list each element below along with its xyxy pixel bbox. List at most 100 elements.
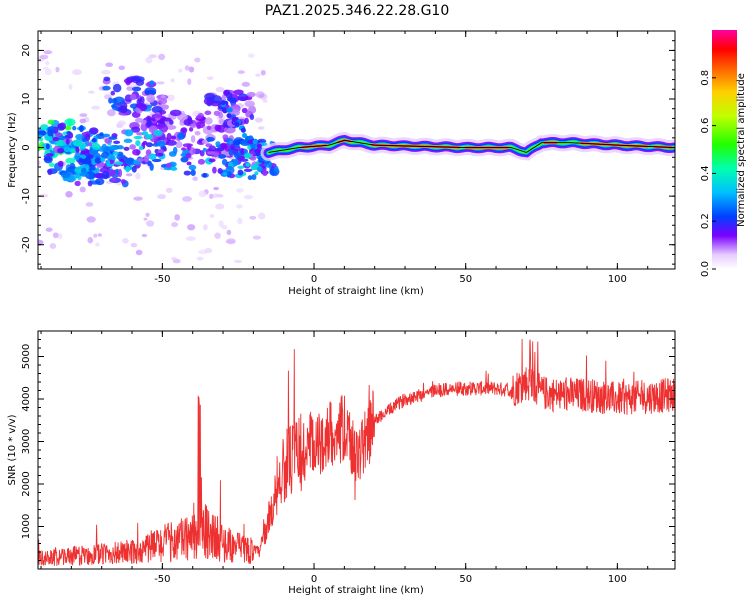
colorbar-tick-label: 0.6 bbox=[700, 118, 711, 134]
spectrogram-faint-blob bbox=[118, 65, 126, 71]
spectrogram-faint-blob bbox=[174, 214, 181, 221]
spectrogram-streak-blob bbox=[227, 107, 233, 113]
spectrogram-band-blob bbox=[106, 159, 111, 167]
spectrogram-x-axis-label: Height of straight line (km) bbox=[288, 286, 424, 297]
spectrogram-band-blob bbox=[43, 157, 53, 161]
spectrogram-frame bbox=[37, 30, 676, 270]
spectrogram-streak-blob bbox=[240, 127, 246, 133]
spectrogram-faint-blob bbox=[206, 76, 214, 80]
spectrogram-faint-blob bbox=[79, 186, 86, 193]
spectrogram-blob bbox=[110, 90, 116, 96]
spectrogram-band-blob bbox=[215, 141, 221, 147]
spectrogram-faint-blob bbox=[178, 68, 183, 73]
spectrogram-band-blob bbox=[98, 162, 105, 167]
spectrogram-streak-blob bbox=[242, 133, 248, 139]
spectrogram-blob bbox=[196, 114, 203, 120]
spectrogram-blob bbox=[146, 94, 156, 103]
spectrogram-faint-blob bbox=[198, 190, 207, 197]
spectrogram-band-blob bbox=[116, 151, 124, 157]
spectrogram-band-blob bbox=[57, 135, 66, 141]
spectrogram-x-tick-label: 100 bbox=[608, 274, 627, 285]
spectrogram-blob bbox=[103, 76, 111, 82]
spectrogram-blob bbox=[74, 152, 82, 160]
colorbar-label: Normalized spectral amplitude bbox=[736, 73, 747, 227]
spectrogram-band-blob bbox=[72, 140, 82, 147]
spectrogram-band-blob bbox=[79, 124, 84, 133]
spectrogram-faint-blob bbox=[52, 232, 59, 239]
spectrogram-blob bbox=[79, 172, 90, 177]
spectrogram-blob bbox=[29, 140, 37, 144]
spectrogram-band-blob bbox=[91, 137, 97, 143]
spectrogram-band-blob bbox=[145, 142, 153, 148]
snr-x-axis-label: Height of straight line (km) bbox=[288, 585, 424, 596]
spectrogram-y-ticks: -20 -10 0 10 20 bbox=[21, 30, 675, 265]
spectrogram-band-blob bbox=[153, 130, 163, 136]
spectrogram-blob bbox=[146, 115, 152, 121]
spectrogram-blob bbox=[158, 124, 169, 133]
spectrogram-x-ticks: -50 0 50 100 bbox=[40, 31, 649, 285]
spectrogram-band-blob bbox=[125, 165, 131, 173]
spectrogram-faint-blob bbox=[171, 256, 178, 261]
spectrogram-blob bbox=[166, 132, 172, 142]
spectrogram-faint-blob bbox=[135, 249, 143, 256]
spectrogram-faint-blob bbox=[226, 238, 236, 245]
spectrogram-faint-blob bbox=[106, 109, 116, 117]
snr-y-tick-label: 1000 bbox=[21, 514, 32, 539]
spectrogram-blob bbox=[123, 78, 134, 84]
spectrogram-blob bbox=[25, 131, 35, 140]
spectrogram-blob bbox=[102, 170, 110, 180]
spectrogram-band-blob bbox=[99, 132, 104, 137]
spectrogram-band-blob bbox=[151, 158, 162, 163]
spectrogram-band-blob bbox=[149, 163, 154, 171]
spectrogram-band-blob bbox=[85, 133, 91, 142]
spectrogram-band-blob bbox=[188, 164, 197, 171]
spectrogram-streak-blob bbox=[220, 100, 226, 106]
spectrogram-faint-blob bbox=[93, 233, 98, 238]
spectrogram-faint-blob bbox=[65, 190, 73, 198]
spectrogram-band-blob bbox=[217, 168, 223, 174]
spectrogram-blob bbox=[65, 157, 76, 164]
spectrogram-blob bbox=[210, 95, 222, 104]
spectrogram-faint-blob bbox=[39, 54, 49, 60]
spectrogram-blob bbox=[19, 132, 28, 138]
spectrogram-blob bbox=[111, 97, 118, 104]
spectrogram-faint-blob bbox=[145, 212, 150, 217]
snr-y-tick-label: 3000 bbox=[21, 429, 32, 454]
spectrogram-blob bbox=[213, 110, 221, 116]
spectrogram-faint-blob bbox=[203, 224, 208, 231]
spectrogram-faint-blob bbox=[125, 173, 133, 177]
spectrogram-band-blob bbox=[212, 166, 217, 174]
spectrogram-band-blob bbox=[237, 169, 244, 176]
spectrogram-blob bbox=[22, 130, 30, 136]
spectrogram-faint-blob bbox=[165, 187, 173, 193]
spectrogram-y-tick-label: 0 bbox=[21, 144, 32, 150]
spectrogram-blob bbox=[130, 93, 137, 101]
spectrogram-band-blob bbox=[181, 147, 186, 151]
spectrogram-blob bbox=[135, 79, 145, 86]
spectrogram-band-blob bbox=[131, 165, 137, 173]
spectrogram-blob bbox=[163, 117, 172, 122]
spectrogram-blob bbox=[223, 89, 230, 97]
spectrogram-faint-blob bbox=[57, 233, 63, 240]
spectrogram-faint-blob bbox=[262, 99, 268, 103]
spectrogram-streak-blob bbox=[231, 116, 237, 122]
spectrogram-band-blob bbox=[240, 147, 245, 156]
spectrogram-band-blob bbox=[58, 122, 66, 131]
spectrogram-blob bbox=[118, 168, 123, 178]
spectrogram-faint-blob bbox=[215, 203, 225, 210]
colorbar-ticks: 0.0 0.2 0.4 0.6 0.8 bbox=[700, 70, 716, 277]
spectrogram-faint-blob bbox=[218, 220, 224, 228]
spectrogram-faint-blob bbox=[38, 160, 41, 166]
spectrogram-blob bbox=[119, 105, 128, 114]
spectrogram-band-blob bbox=[172, 146, 178, 155]
spectrogram-blob bbox=[110, 177, 117, 182]
spectrogram-band-blob bbox=[109, 145, 118, 151]
spectrogram-blob bbox=[165, 124, 177, 130]
spectrogram-blob bbox=[241, 107, 248, 114]
spectrogram-faint-blob bbox=[72, 69, 82, 76]
spectrogram-band-blob bbox=[38, 134, 44, 138]
spectrogram-faint-blob bbox=[204, 247, 213, 254]
spectrogram-blob bbox=[28, 118, 37, 125]
spectrogram-band-blob bbox=[108, 136, 118, 140]
spectrogram-band-blob bbox=[215, 147, 225, 152]
